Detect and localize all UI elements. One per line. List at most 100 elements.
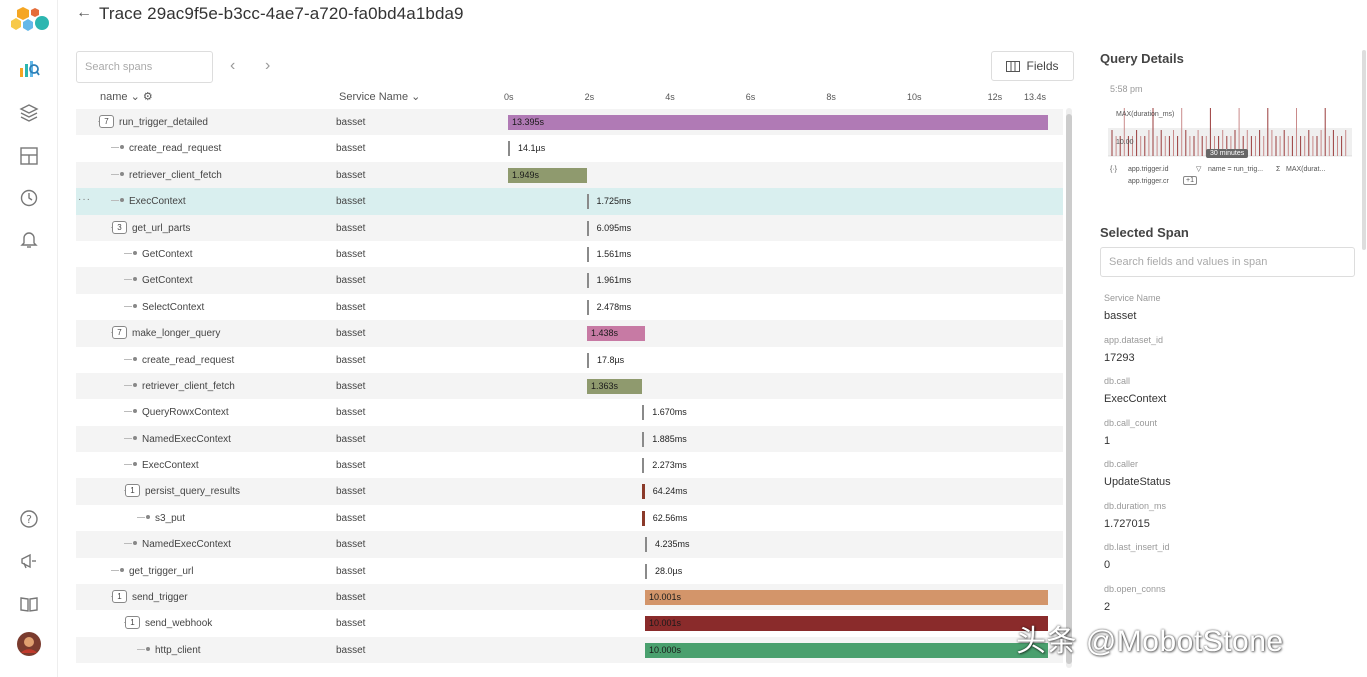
span-bar[interactable] bbox=[586, 246, 589, 262]
span-row[interactable]: ExecContext basset 2.273ms bbox=[76, 452, 1063, 478]
child-count-badge[interactable]: 1 bbox=[125, 616, 140, 630]
span-bar[interactable] bbox=[645, 590, 1049, 606]
span-name[interactable]: send_trigger bbox=[132, 592, 188, 604]
span-bar[interactable] bbox=[645, 537, 647, 553]
span-bar[interactable] bbox=[586, 352, 589, 368]
span-row[interactable]: QueryRowxContext basset 1.670ms bbox=[76, 399, 1063, 425]
span-name[interactable]: http_client bbox=[155, 644, 201, 656]
span-field-value[interactable]: basset bbox=[1104, 310, 1137, 322]
span-row[interactable]: GetContext basset 1.961ms bbox=[76, 267, 1063, 294]
fields-button[interactable]: Fields bbox=[991, 51, 1074, 81]
next-chevron-icon[interactable]: › bbox=[265, 57, 271, 74]
span-bar[interactable] bbox=[508, 115, 1048, 130]
span-bar[interactable] bbox=[508, 141, 510, 157]
back-arrow-icon[interactable]: ← bbox=[76, 4, 92, 21]
child-count-badge[interactable]: 3 bbox=[112, 220, 127, 234]
span-search-input[interactable] bbox=[1100, 247, 1355, 277]
span-name[interactable]: ExecContext bbox=[142, 460, 199, 472]
boards-icon[interactable] bbox=[16, 143, 42, 169]
span-row[interactable]: 1 send_trigger basset 10.001s bbox=[76, 584, 1063, 611]
span-name[interactable]: persist_query_results bbox=[145, 486, 241, 498]
query-details-chart[interactable] bbox=[1108, 98, 1352, 160]
child-count-badge[interactable]: 7 bbox=[99, 115, 114, 128]
docs-book-icon[interactable] bbox=[16, 591, 42, 617]
table-scrollbar-thumb[interactable] bbox=[1066, 114, 1072, 664]
span-name[interactable]: get_trigger_url bbox=[129, 565, 194, 577]
table-scrollbar[interactable] bbox=[1066, 108, 1072, 668]
child-count-badge[interactable]: 7 bbox=[112, 326, 127, 340]
span-row[interactable]: ··· ExecContext basset 1.725ms bbox=[76, 188, 1063, 215]
span-name[interactable]: GetContext bbox=[142, 248, 193, 260]
span-name[interactable]: ExecContext bbox=[129, 196, 186, 208]
datasets-icon[interactable] bbox=[16, 100, 42, 126]
span-row[interactable]: retriever_client_fetch basset 1.363s bbox=[76, 372, 1063, 400]
span-field-value[interactable]: 17293 bbox=[1104, 351, 1135, 364]
triggers-bell-icon[interactable] bbox=[16, 226, 42, 252]
service-sort-chevron-icon[interactable]: ⌄ bbox=[411, 91, 421, 103]
span-row[interactable]: http_client basset 10.000s bbox=[76, 636, 1063, 664]
span-row[interactable]: 3 get_url_parts basset 6.095ms bbox=[76, 214, 1063, 241]
span-row[interactable]: SelectContext basset 2.478ms bbox=[76, 294, 1063, 320]
filter-more-badge[interactable]: +1 bbox=[1183, 176, 1197, 185]
span-row[interactable]: 7 make_longer_query basset 1.438s bbox=[76, 320, 1063, 347]
span-name[interactable]: retriever_client_fetch bbox=[129, 169, 222, 181]
span-row[interactable]: create_read_request basset 17.8µs bbox=[76, 347, 1063, 373]
span-field-value[interactable]: ExecContext bbox=[1104, 393, 1167, 405]
span-bar[interactable] bbox=[642, 510, 645, 526]
sort-chevron-icon[interactable]: ⌄ bbox=[130, 91, 140, 103]
span-field-value[interactable]: UpdateStatus bbox=[1104, 476, 1171, 488]
span-bar[interactable] bbox=[586, 273, 589, 289]
child-count-badge[interactable]: 1 bbox=[112, 590, 127, 604]
span-bar[interactable] bbox=[586, 220, 589, 236]
help-icon[interactable]: ? bbox=[16, 506, 42, 532]
span-row[interactable]: NamedExecContext basset 1.885ms bbox=[76, 425, 1063, 453]
span-bar[interactable] bbox=[508, 167, 587, 183]
span-row[interactable]: 1 persist_query_results basset 64.24ms bbox=[76, 478, 1063, 505]
span-bar[interactable] bbox=[645, 616, 1049, 632]
span-bar[interactable] bbox=[586, 378, 642, 394]
span-name[interactable]: run_trigger_detailed bbox=[119, 117, 208, 128]
span-field-value[interactable]: 0 bbox=[1104, 559, 1111, 571]
span-name[interactable]: create_read_request bbox=[129, 143, 222, 155]
announcements-megaphone-icon[interactable] bbox=[16, 548, 42, 574]
history-icon[interactable] bbox=[16, 185, 42, 211]
span-field-value[interactable]: 1 bbox=[1104, 434, 1111, 447]
span-name[interactable]: QueryRowxContext bbox=[142, 407, 229, 419]
span-bar[interactable] bbox=[645, 642, 1048, 658]
settings-icon[interactable]: ⚙ bbox=[142, 91, 153, 103]
span-name[interactable]: make_longer_query bbox=[132, 328, 221, 340]
span-field-value[interactable]: 2 bbox=[1104, 600, 1111, 613]
span-field-value[interactable]: 1.727015 bbox=[1104, 517, 1150, 530]
prev-chevron-icon[interactable]: ‹ bbox=[230, 57, 236, 74]
span-name[interactable]: SelectContext bbox=[142, 301, 205, 313]
span-row[interactable]: 7 run_trigger_detailed basset 13.395s bbox=[76, 109, 1063, 136]
span-name[interactable]: get_url_parts bbox=[132, 222, 191, 234]
span-bar[interactable] bbox=[645, 563, 647, 579]
name-column-header[interactable]: name ⌄ ⚙ bbox=[100, 90, 153, 103]
span-row[interactable]: s3_put basset 62.56ms bbox=[76, 505, 1063, 531]
query-builder-icon[interactable] bbox=[16, 56, 42, 82]
span-name[interactable]: create_read_request bbox=[142, 354, 235, 366]
span-row[interactable]: create_read_request basset 14.1µs bbox=[76, 135, 1063, 161]
span-name[interactable]: NamedExecContext bbox=[142, 539, 231, 551]
span-name[interactable]: GetContext bbox=[142, 275, 193, 287]
span-name[interactable]: send_webhook bbox=[145, 618, 213, 630]
span-row[interactable]: get_trigger_url basset 28.0µs bbox=[76, 558, 1063, 584]
span-bar[interactable] bbox=[642, 484, 645, 500]
span-bar[interactable] bbox=[642, 405, 645, 421]
span-bar[interactable] bbox=[586, 326, 645, 342]
right-panel-scrollbar[interactable] bbox=[1362, 50, 1366, 250]
span-bar[interactable] bbox=[586, 194, 589, 210]
span-row[interactable]: retriever_client_fetch basset 1.949s bbox=[76, 161, 1063, 189]
span-name[interactable]: retriever_client_fetch bbox=[142, 380, 235, 392]
span-name[interactable]: s3_put bbox=[155, 512, 186, 524]
search-spans-input[interactable] bbox=[76, 51, 213, 83]
honeycomb-logo[interactable] bbox=[9, 6, 51, 38]
span-bar[interactable] bbox=[586, 299, 589, 315]
row-more-icon[interactable]: ··· bbox=[78, 194, 91, 206]
span-bar[interactable] bbox=[642, 458, 645, 474]
span-row[interactable]: NamedExecContext basset 4.235ms bbox=[76, 531, 1063, 558]
child-count-badge[interactable]: 1 bbox=[125, 484, 140, 498]
span-row[interactable]: 1 send_webhook basset 10.001s bbox=[76, 610, 1063, 636]
span-name[interactable]: NamedExecContext bbox=[142, 433, 231, 445]
